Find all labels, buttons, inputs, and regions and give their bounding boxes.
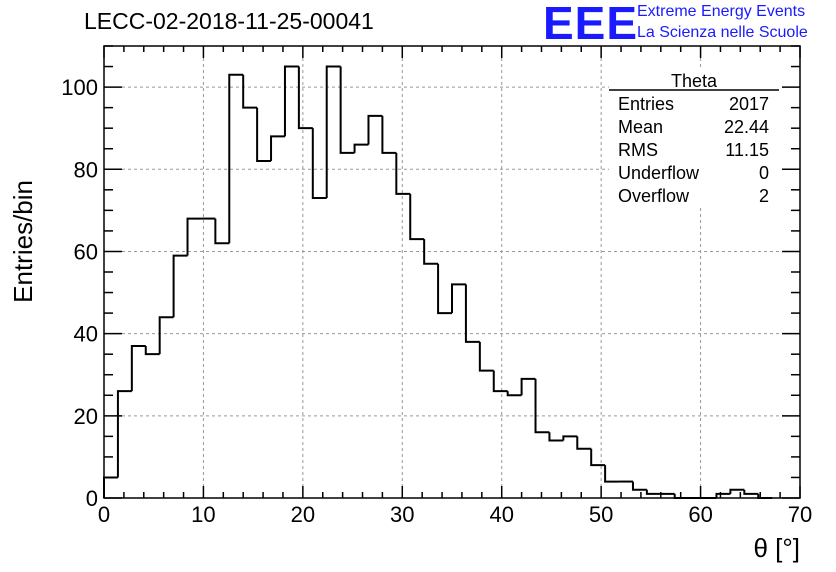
histogram-bin — [339, 66, 355, 154]
stats-value: 11.15 — [725, 140, 769, 160]
histogram-bin — [325, 65, 341, 199]
histogram-bin — [590, 448, 606, 467]
x-tick-labels: 0 10 20 30 40 50 60 70 — [98, 502, 812, 527]
histogram-bin — [548, 432, 564, 442]
histogram-bin — [381, 115, 397, 154]
histogram-bin — [423, 239, 439, 265]
histogram-bin — [437, 263, 452, 315]
histogram-bin — [367, 114, 383, 145]
histogram-bin — [464, 284, 480, 343]
histogram-bin — [562, 435, 578, 441]
histogram-bin — [256, 107, 272, 163]
stats-label: Mean — [618, 117, 663, 137]
stats-box-title: Theta — [671, 71, 718, 91]
stats-value: 0 — [759, 163, 769, 183]
histogram-bin — [576, 436, 592, 450]
y-tick-labels: 0 20 40 60 80 100 — [61, 75, 98, 511]
stats-value: 2 — [759, 186, 769, 206]
histogram-bin — [506, 391, 522, 397]
grid-lines — [104, 46, 800, 498]
histogram-bin — [103, 476, 118, 498]
histogram-bin — [604, 465, 620, 483]
y-tick-label: 100 — [61, 75, 98, 100]
x-tick-label: 20 — [291, 502, 315, 527]
histogram-bin — [451, 283, 466, 314]
logo-subtitle-1: Extreme Energy Events — [637, 3, 806, 20]
x-tick-label: 10 — [191, 502, 215, 527]
histogram-bin — [270, 135, 285, 162]
x-tick-label: 50 — [589, 502, 613, 527]
stats-box: Theta Entries 2017 Mean 22.44 RMS 11.15 Underf… — [609, 70, 779, 206]
histogram-bin — [186, 217, 202, 256]
histogram-bin — [116, 390, 132, 478]
x-tick-label: 30 — [390, 502, 414, 527]
histogram-bin — [228, 73, 244, 244]
histogram-bin — [631, 481, 647, 491]
histogram-bin — [520, 377, 536, 396]
histogram-bin — [214, 218, 230, 245]
histogram-bin — [492, 370, 508, 393]
histogram-bin — [158, 316, 174, 355]
histogram-bin — [311, 128, 327, 200]
histogram-bin — [130, 344, 146, 392]
histogram-bin — [645, 489, 661, 495]
y-tick-label: 20 — [74, 404, 98, 429]
histogram-bin — [172, 254, 188, 318]
histogram-bins — [103, 65, 773, 499]
y-tick-label: 60 — [74, 239, 98, 264]
axis-ticks — [103, 45, 801, 499]
histogram-bin — [743, 489, 759, 495]
chart-title: LECC-02-2018-11-25-00041 — [84, 8, 374, 34]
stats-value: 22.44 — [724, 117, 769, 137]
histogram-bin — [478, 341, 494, 372]
y-tick-label: 40 — [74, 322, 98, 347]
x-tick-label: 60 — [688, 502, 712, 527]
histogram-bin — [395, 152, 411, 195]
stats-label: RMS — [618, 140, 658, 160]
histogram-bin — [297, 66, 313, 130]
histogram-bin — [534, 378, 550, 434]
histogram-bin — [729, 488, 745, 494]
eee-logo: EEE — [543, 0, 639, 49]
stats-label: Entries — [618, 94, 674, 114]
x-tick-label: 40 — [489, 502, 513, 527]
histogram-bin — [409, 193, 425, 241]
x-tick-label: 70 — [788, 502, 812, 527]
y-tick-label: 80 — [74, 157, 98, 182]
stats-label: Overflow — [618, 186, 690, 206]
histogram-bin — [242, 74, 258, 109]
x-tick-label: 0 — [98, 502, 110, 527]
stats-label: Underflow — [618, 163, 700, 183]
histogram-bin — [144, 345, 160, 356]
stats-value: 2017 — [729, 94, 769, 114]
logo-subtitle-2: La Scienza nelle Scuole — [637, 24, 808, 41]
histogram-bin — [353, 143, 369, 153]
histogram-bin — [715, 492, 731, 498]
stats-rows: Entries 2017 Mean 22.44 RMS 11.15 Underflow 0 Ov… — [618, 94, 769, 206]
y-axis-label: Entries/bin — [8, 180, 38, 303]
y-tick-label: 0 — [86, 486, 98, 511]
x-axis-label: θ [°] — [753, 533, 800, 563]
histogram-bin — [283, 65, 299, 137]
